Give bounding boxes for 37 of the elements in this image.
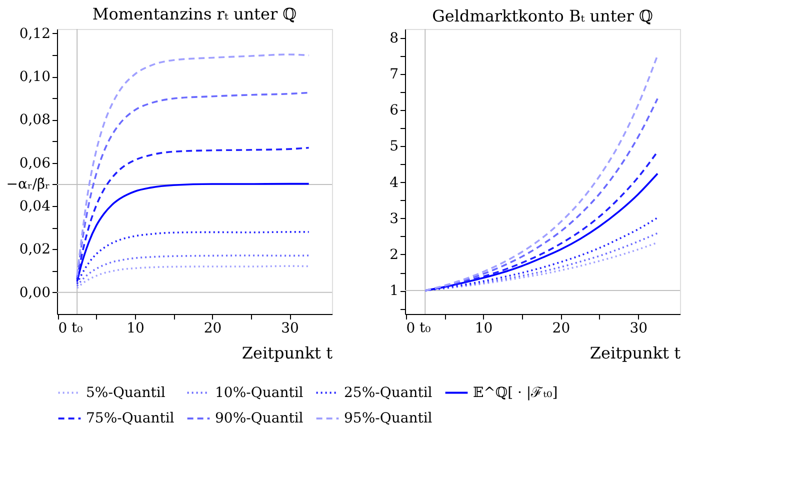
- y-tick-label: 0,08: [19, 112, 50, 128]
- x-tick-label: 10: [474, 320, 493, 336]
- y-tick-label: 6: [390, 102, 399, 119]
- legend-label: 95%-Quantil: [344, 410, 433, 426]
- y-tick-label: 0,06: [19, 155, 51, 172]
- ref-line-label: −αᵣ/β̃ᵣ: [6, 176, 50, 192]
- ref-line-label: t₀: [420, 320, 432, 336]
- legend-label: 10%-Quantil: [215, 384, 304, 401]
- legend-label: 𝔼^ℚ[ · |ℱₜ₀]: [473, 384, 558, 401]
- legend-label: 90%-Quantil: [215, 410, 304, 426]
- y-tick-label: 3: [390, 210, 398, 227]
- x-axis-title: Zeitpunkt t: [242, 344, 334, 362]
- x-tick-label: 30: [630, 320, 648, 336]
- ref-line-label: t₀: [71, 320, 84, 336]
- x-tick-label: 10: [126, 320, 144, 336]
- x-tick-label: 30: [281, 320, 299, 336]
- legend-label: 25%-Quantil: [344, 384, 433, 401]
- legend-label: 5%-Quantil: [86, 384, 166, 401]
- y-tick-label: 0,12: [19, 26, 50, 42]
- chart-title: Momentanzins rₜ unter ℚ: [92, 4, 297, 24]
- x-axis-title: Zeitpunkt t: [590, 344, 682, 362]
- y-tick-label: 0,00: [19, 284, 50, 301]
- y-tick-label: 0,04: [19, 198, 51, 215]
- x-tick-label: 20: [204, 320, 222, 336]
- y-tick-label: 2: [390, 246, 398, 263]
- y-tick-label: 0,10: [19, 69, 50, 85]
- y-tick-label: 7: [390, 66, 398, 83]
- legend-label: 75%-Quantil: [86, 410, 175, 426]
- x-tick-label: 20: [552, 320, 570, 336]
- y-tick-label: 0,02: [19, 242, 50, 258]
- y-tick-label: 5: [390, 138, 398, 155]
- x-tick-label: 0: [406, 320, 416, 336]
- y-tick-label: 4: [390, 174, 399, 191]
- y-tick-label: 8: [390, 30, 398, 47]
- y-tick-label: 1: [390, 283, 398, 300]
- x-tick-label: 0: [58, 320, 68, 336]
- chart-title: Geldmarktkonto Bₜ unter ℚ: [432, 6, 653, 26]
